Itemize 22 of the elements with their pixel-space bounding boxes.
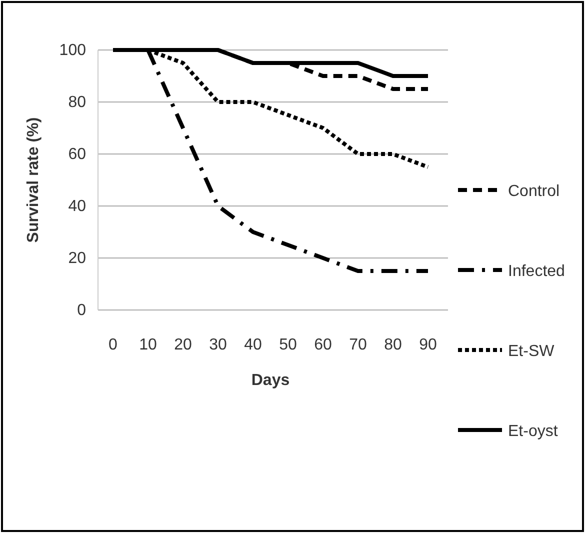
x-tick-label: 40 bbox=[244, 336, 262, 354]
x-tick-label: 60 bbox=[314, 336, 332, 354]
legend-label: Infected bbox=[508, 263, 565, 280]
legend-label: Control bbox=[508, 183, 560, 200]
x-axis-title: Days bbox=[251, 372, 290, 389]
y-tick-label: 100 bbox=[59, 42, 86, 60]
x-tick-label: 50 bbox=[279, 336, 297, 354]
x-tick-label: 70 bbox=[349, 336, 367, 354]
y-axis-title: Survival rate (%) bbox=[25, 117, 42, 243]
x-tick-label: 80 bbox=[384, 336, 402, 354]
x-tick-label: 0 bbox=[108, 336, 118, 354]
y-tick-label: 40 bbox=[68, 198, 86, 216]
y-tick-label: 80 bbox=[68, 94, 86, 112]
y-tick-label: 0 bbox=[77, 302, 86, 320]
legend-label: Et-oyst bbox=[508, 423, 558, 440]
x-tick-label: 90 bbox=[419, 336, 437, 354]
x-tick-label: 20 bbox=[174, 336, 192, 354]
y-tick-label: 20 bbox=[68, 250, 86, 268]
y-tick-label: 60 bbox=[68, 146, 86, 164]
legend-label: Et-SW bbox=[508, 343, 556, 360]
x-tick-label: 10 bbox=[139, 336, 157, 354]
x-tick-label: 30 bbox=[209, 336, 227, 354]
